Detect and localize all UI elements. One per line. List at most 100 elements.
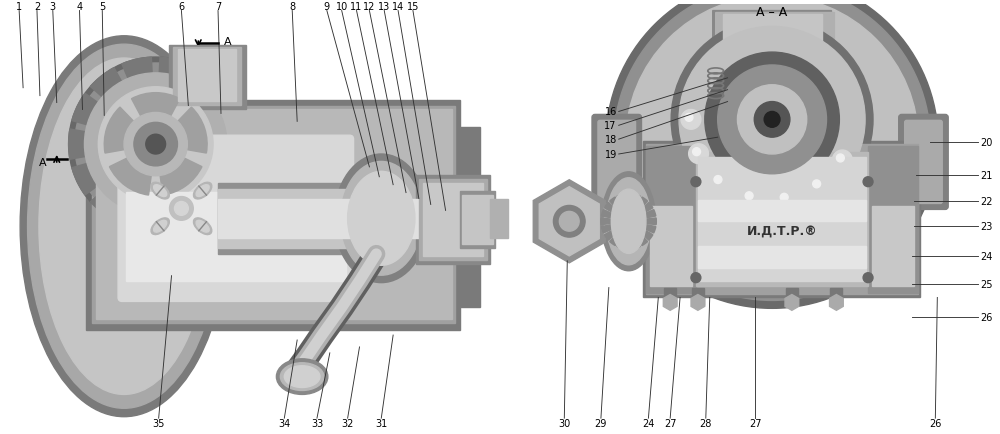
Circle shape xyxy=(691,178,701,187)
Circle shape xyxy=(671,20,873,221)
FancyBboxPatch shape xyxy=(868,147,918,293)
Text: 8: 8 xyxy=(289,2,295,12)
FancyBboxPatch shape xyxy=(598,121,636,204)
Polygon shape xyxy=(713,12,831,59)
Circle shape xyxy=(681,110,701,130)
Wedge shape xyxy=(72,145,156,195)
Circle shape xyxy=(863,178,873,187)
Text: 22: 22 xyxy=(980,196,992,206)
Ellipse shape xyxy=(348,172,415,266)
FancyBboxPatch shape xyxy=(646,147,696,293)
Text: 17: 17 xyxy=(604,121,617,131)
Circle shape xyxy=(832,151,852,171)
Text: 34: 34 xyxy=(278,418,290,428)
Wedge shape xyxy=(132,93,180,145)
Text: 26: 26 xyxy=(980,312,992,322)
Text: 25: 25 xyxy=(980,279,992,289)
Wedge shape xyxy=(104,108,156,154)
Circle shape xyxy=(626,0,919,289)
Wedge shape xyxy=(109,145,156,196)
Wedge shape xyxy=(629,210,656,222)
Text: 21: 21 xyxy=(980,171,992,181)
Text: 2: 2 xyxy=(34,2,40,12)
Polygon shape xyxy=(716,13,834,61)
FancyBboxPatch shape xyxy=(218,189,421,248)
Text: 19: 19 xyxy=(604,150,617,160)
Text: 35: 35 xyxy=(152,418,165,428)
Ellipse shape xyxy=(193,183,212,200)
Circle shape xyxy=(75,64,237,226)
Ellipse shape xyxy=(20,37,228,417)
Wedge shape xyxy=(156,145,190,231)
Wedge shape xyxy=(156,145,202,196)
Wedge shape xyxy=(617,194,629,222)
Text: 27: 27 xyxy=(749,418,762,428)
Text: 3: 3 xyxy=(50,2,56,12)
Ellipse shape xyxy=(611,190,646,254)
Ellipse shape xyxy=(154,185,167,197)
FancyBboxPatch shape xyxy=(696,153,868,286)
FancyBboxPatch shape xyxy=(462,195,493,244)
Circle shape xyxy=(170,197,193,221)
FancyBboxPatch shape xyxy=(698,200,866,222)
Circle shape xyxy=(98,88,213,202)
Wedge shape xyxy=(629,194,640,222)
Wedge shape xyxy=(156,108,207,154)
FancyBboxPatch shape xyxy=(218,199,421,239)
FancyBboxPatch shape xyxy=(460,191,495,248)
Circle shape xyxy=(693,148,701,156)
Ellipse shape xyxy=(193,218,212,235)
Text: А: А xyxy=(224,37,232,47)
FancyBboxPatch shape xyxy=(96,110,452,319)
Text: 31: 31 xyxy=(375,418,387,428)
Wedge shape xyxy=(122,145,156,231)
Circle shape xyxy=(691,273,701,283)
Wedge shape xyxy=(156,130,243,160)
Wedge shape xyxy=(69,130,156,160)
Circle shape xyxy=(84,74,227,216)
Wedge shape xyxy=(601,210,629,222)
FancyBboxPatch shape xyxy=(423,183,483,256)
Ellipse shape xyxy=(334,155,428,283)
FancyBboxPatch shape xyxy=(126,192,346,281)
Wedge shape xyxy=(156,58,190,145)
FancyBboxPatch shape xyxy=(419,179,487,260)
Wedge shape xyxy=(629,222,640,249)
Wedge shape xyxy=(604,222,629,240)
Text: 10: 10 xyxy=(336,2,348,12)
FancyBboxPatch shape xyxy=(905,121,942,204)
FancyBboxPatch shape xyxy=(786,288,798,306)
Ellipse shape xyxy=(151,183,169,200)
FancyBboxPatch shape xyxy=(830,288,842,306)
FancyBboxPatch shape xyxy=(872,207,914,286)
Wedge shape xyxy=(604,203,629,222)
Ellipse shape xyxy=(196,221,209,233)
Circle shape xyxy=(809,177,829,196)
Circle shape xyxy=(174,202,188,216)
Text: 13: 13 xyxy=(378,2,390,12)
Text: 32: 32 xyxy=(341,418,354,428)
Text: 15: 15 xyxy=(407,2,419,12)
Ellipse shape xyxy=(280,363,324,391)
Circle shape xyxy=(745,192,753,200)
Text: 6: 6 xyxy=(178,2,184,12)
FancyBboxPatch shape xyxy=(604,208,632,235)
Circle shape xyxy=(836,155,844,163)
Text: 9: 9 xyxy=(324,2,330,12)
FancyBboxPatch shape xyxy=(698,247,866,268)
Ellipse shape xyxy=(601,172,656,271)
FancyBboxPatch shape xyxy=(173,48,241,105)
Text: 26: 26 xyxy=(929,418,942,428)
Text: 20: 20 xyxy=(980,138,992,148)
Wedge shape xyxy=(629,197,648,222)
Wedge shape xyxy=(122,58,156,145)
Wedge shape xyxy=(156,145,240,195)
Text: 24: 24 xyxy=(980,251,992,261)
Circle shape xyxy=(689,145,708,164)
Wedge shape xyxy=(601,222,629,233)
Circle shape xyxy=(559,212,579,232)
FancyBboxPatch shape xyxy=(218,183,421,254)
Circle shape xyxy=(863,273,873,283)
Text: 16: 16 xyxy=(604,107,617,117)
Text: 11: 11 xyxy=(350,2,363,12)
